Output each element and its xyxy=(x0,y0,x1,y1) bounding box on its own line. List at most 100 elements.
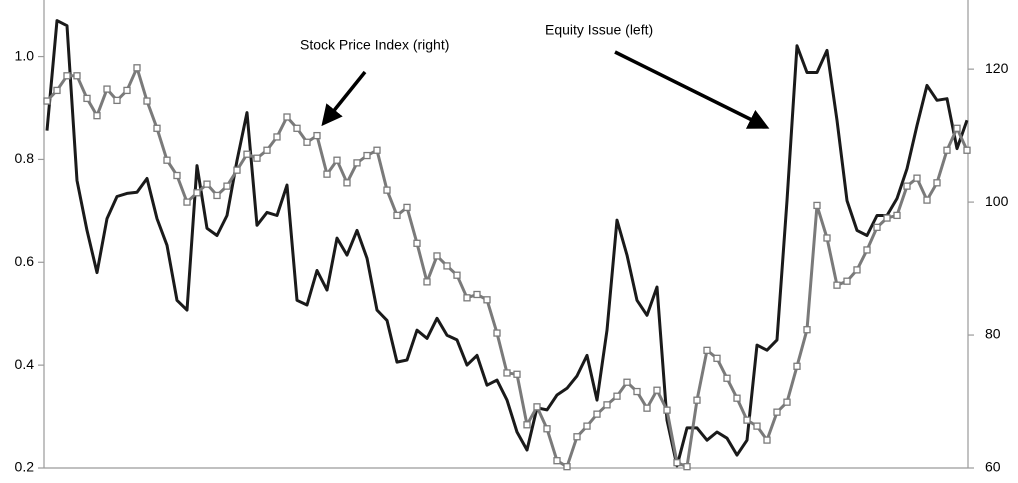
point-marker xyxy=(43,97,51,105)
point-marker xyxy=(933,179,941,187)
point-marker xyxy=(753,422,761,430)
y2-tick-label: 60 xyxy=(985,459,1001,475)
point-marker xyxy=(403,203,411,212)
y-tick-label: 1.0 xyxy=(15,47,35,63)
series-line xyxy=(45,19,969,468)
point-marker xyxy=(793,362,801,370)
point-marker xyxy=(573,433,581,441)
point-marker xyxy=(623,378,631,386)
point-marker xyxy=(323,170,331,178)
point-marker xyxy=(863,246,871,254)
point-marker xyxy=(153,124,161,132)
point-marker xyxy=(193,189,201,197)
point-marker xyxy=(453,271,461,279)
point-marker xyxy=(523,421,531,429)
point-marker xyxy=(63,72,71,80)
point-marker xyxy=(373,146,381,154)
point-marker xyxy=(273,133,281,141)
point-marker xyxy=(343,179,351,187)
point-marker xyxy=(643,404,651,412)
annotation-arrow xyxy=(614,50,770,129)
point-marker xyxy=(123,86,131,95)
point-marker xyxy=(483,296,491,304)
point-marker xyxy=(283,113,291,121)
y2-tick-label: 100 xyxy=(985,193,1009,209)
point-marker xyxy=(963,146,971,154)
point-marker xyxy=(263,146,271,154)
point-marker xyxy=(173,171,181,180)
point-marker xyxy=(503,369,511,377)
point-marker xyxy=(213,191,221,200)
point-marker xyxy=(583,422,591,430)
point-marker xyxy=(363,151,371,160)
point-marker xyxy=(183,198,191,206)
point-marker xyxy=(543,425,551,433)
series-line xyxy=(45,66,969,469)
point-marker xyxy=(703,346,711,354)
point-marker xyxy=(833,281,841,289)
point-marker xyxy=(443,262,451,270)
point-marker xyxy=(563,463,571,471)
point-marker xyxy=(293,124,301,132)
annotation: Equity Issue (left) xyxy=(545,22,653,38)
point-marker xyxy=(313,131,321,140)
point-marker xyxy=(723,374,731,382)
point-marker xyxy=(353,159,361,167)
y-tick-label: 0.4 xyxy=(15,356,35,372)
point-marker xyxy=(653,386,661,394)
point-marker xyxy=(433,252,441,260)
point-marker xyxy=(733,394,741,402)
annotation-arrow xyxy=(321,70,367,127)
point-marker xyxy=(73,72,81,80)
point-marker xyxy=(413,239,421,247)
point-marker xyxy=(873,223,881,232)
point-marker xyxy=(683,463,691,471)
point-marker xyxy=(133,64,141,72)
point-marker xyxy=(613,392,621,400)
point-marker xyxy=(763,436,771,444)
y-tick-label: 0.2 xyxy=(15,459,35,475)
y2-tick-label: 80 xyxy=(985,326,1001,342)
point-marker xyxy=(713,354,721,362)
plot xyxy=(43,19,971,471)
point-marker xyxy=(953,124,961,132)
point-marker xyxy=(83,94,91,103)
point-marker xyxy=(773,408,781,416)
point-marker xyxy=(333,156,341,164)
point-marker xyxy=(673,459,681,467)
point-marker xyxy=(853,266,861,274)
point-marker xyxy=(783,398,791,406)
point-marker xyxy=(393,211,401,220)
point-marker xyxy=(53,86,61,95)
point-marker xyxy=(143,97,151,105)
point-marker xyxy=(303,138,311,146)
point-marker xyxy=(893,211,901,220)
point-marker xyxy=(843,277,851,285)
y-tick-label: 0.8 xyxy=(15,150,35,166)
point-marker xyxy=(203,180,211,188)
point-marker xyxy=(883,214,891,222)
point-marker xyxy=(473,290,481,299)
point-marker xyxy=(693,396,701,404)
point-marker xyxy=(663,406,671,414)
point-marker xyxy=(923,196,931,204)
point-marker xyxy=(93,112,101,120)
point-marker xyxy=(913,174,921,182)
point-marker xyxy=(383,186,391,194)
point-marker xyxy=(803,326,811,334)
point-marker xyxy=(943,146,951,154)
point-marker xyxy=(493,329,501,337)
y-tick-label: 0.6 xyxy=(15,253,35,269)
point-marker xyxy=(903,182,911,190)
point-marker xyxy=(533,403,541,411)
point-marker xyxy=(253,154,261,162)
point-marker xyxy=(113,96,121,105)
point-marker xyxy=(423,278,431,286)
point-marker xyxy=(513,370,521,378)
point-marker xyxy=(223,182,231,190)
annotation: Stock Price Index (right) xyxy=(300,37,449,53)
y2-tick-label: 120 xyxy=(985,60,1009,76)
point-marker xyxy=(163,156,171,164)
point-marker xyxy=(823,234,831,242)
